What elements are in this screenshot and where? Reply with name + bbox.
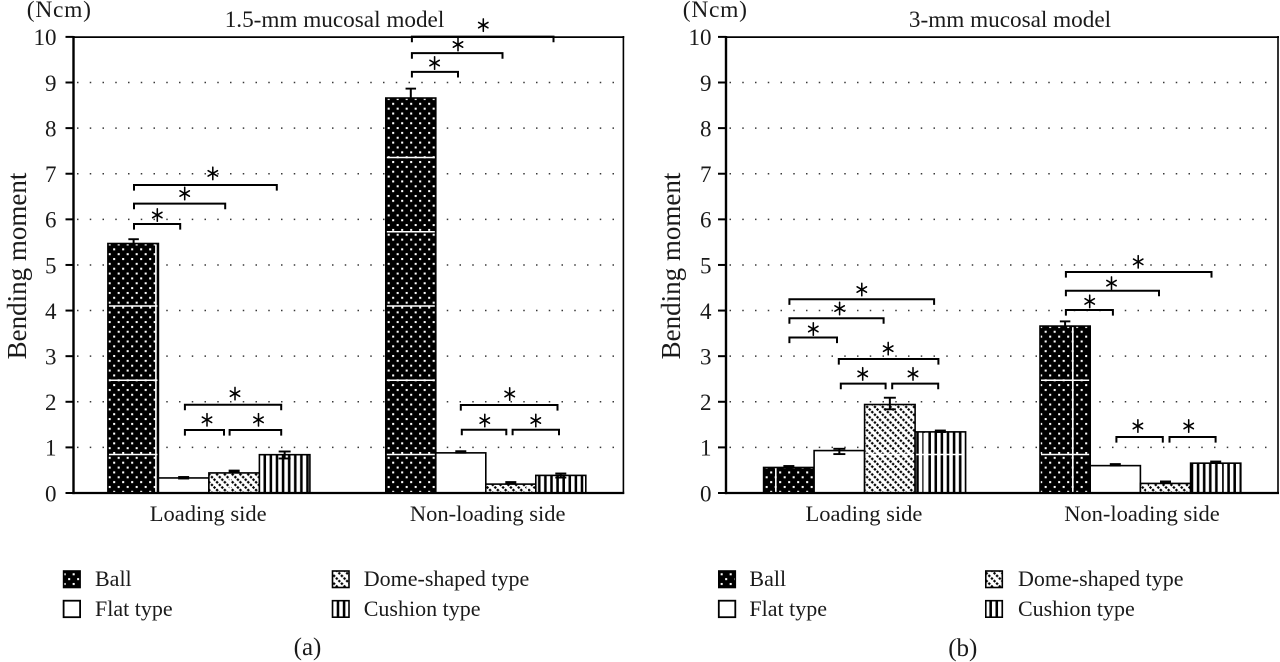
svg-text:5: 5 — [45, 253, 57, 278]
svg-text:8: 8 — [45, 116, 57, 141]
svg-text:Flat type: Flat type — [749, 596, 827, 621]
svg-text:10: 10 — [689, 25, 712, 50]
svg-text:6: 6 — [45, 208, 57, 233]
svg-text:Dome-shaped type: Dome-shaped type — [1018, 566, 1184, 591]
svg-text:(b): (b) — [948, 635, 977, 662]
svg-text:Ball: Ball — [749, 566, 786, 591]
svg-text:(Ncm): (Ncm) — [27, 0, 92, 23]
svg-text:0: 0 — [45, 481, 57, 506]
svg-text:Bending moment: Bending moment — [2, 172, 32, 359]
svg-text:2: 2 — [700, 390, 712, 415]
svg-text:Ball: Ball — [95, 566, 132, 591]
svg-text:1: 1 — [45, 436, 57, 461]
svg-text:2: 2 — [45, 390, 57, 415]
svg-text:3: 3 — [45, 344, 57, 369]
svg-text:7: 7 — [45, 162, 57, 187]
svg-text:Flat type: Flat type — [95, 596, 173, 621]
svg-text:4: 4 — [700, 299, 712, 324]
svg-text:(a): (a) — [294, 634, 322, 661]
svg-text:0: 0 — [700, 481, 712, 506]
svg-text:7: 7 — [700, 162, 712, 187]
svg-text:3: 3 — [700, 344, 712, 369]
svg-text:Cushion type: Cushion type — [364, 596, 481, 621]
svg-text:10: 10 — [34, 25, 57, 50]
svg-text:1: 1 — [700, 436, 712, 461]
svg-text:9: 9 — [700, 71, 712, 96]
svg-text:Dome-shaped type: Dome-shaped type — [364, 566, 530, 591]
svg-text:Loading side: Loading side — [150, 501, 267, 526]
svg-text:Loading side: Loading side — [805, 501, 922, 526]
svg-text:Non-loading side: Non-loading side — [1064, 501, 1220, 526]
svg-text:Cushion type: Cushion type — [1018, 596, 1135, 621]
svg-text:1.5-mm mucosal model: 1.5-mm mucosal model — [225, 7, 445, 33]
svg-text:9: 9 — [45, 71, 57, 96]
svg-text:(Ncm): (Ncm) — [683, 0, 748, 23]
svg-text:3-mm mucosal model: 3-mm mucosal model — [909, 7, 1111, 33]
svg-text:Bending moment: Bending moment — [656, 172, 686, 359]
svg-text:Non-loading side: Non-loading side — [410, 501, 566, 526]
svg-text:6: 6 — [700, 208, 712, 233]
svg-text:8: 8 — [700, 116, 712, 141]
svg-text:5: 5 — [700, 253, 712, 278]
svg-text:4: 4 — [45, 299, 57, 324]
